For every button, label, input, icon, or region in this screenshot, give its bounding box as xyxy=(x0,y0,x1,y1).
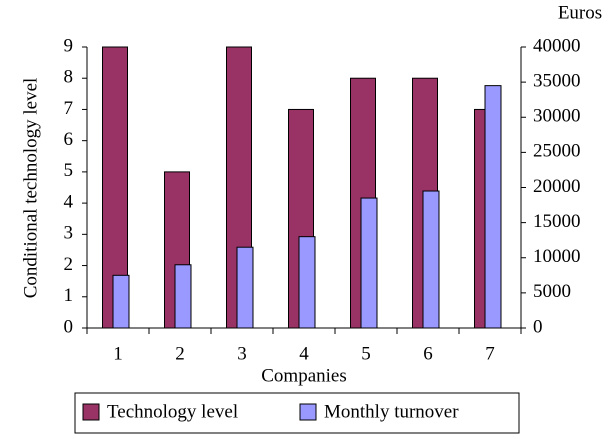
x-tick-label: 3 xyxy=(237,343,247,364)
x-tick-label: 4 xyxy=(299,343,309,364)
y2-tick-label: 30000 xyxy=(533,106,581,127)
y-tick-label: 7 xyxy=(64,98,74,119)
y-tick-label: 4 xyxy=(64,191,74,212)
x-tick-label: 1 xyxy=(113,343,123,364)
bar xyxy=(174,264,192,329)
y2-tick-label: 25000 xyxy=(533,141,581,162)
bar xyxy=(360,197,378,329)
y2-tick-label: 5000 xyxy=(533,281,571,302)
y2-tick-label: 10000 xyxy=(533,246,581,267)
bar xyxy=(298,236,316,329)
bar xyxy=(422,190,440,329)
x-tick-label: 2 xyxy=(175,343,185,364)
x-tick-label: 5 xyxy=(361,343,371,364)
y2-tick-label: 40000 xyxy=(533,35,581,56)
y2-axis-label: Euros xyxy=(558,2,602,23)
x-tick-label: 7 xyxy=(485,343,495,364)
y2-tick-label: 15000 xyxy=(533,211,581,232)
y-tick-label: 0 xyxy=(64,316,74,337)
legend-box xyxy=(74,392,520,434)
y2-tick-label: 20000 xyxy=(533,176,581,197)
bar xyxy=(112,274,130,329)
y-axis-label: Conditional technology level xyxy=(20,78,41,299)
y-tick-label: 1 xyxy=(64,285,74,306)
x-axis-label: Companies xyxy=(261,365,347,386)
legend-label: Monthly turnover xyxy=(324,401,459,422)
y-tick-label: 6 xyxy=(64,129,74,150)
y-tick-label: 2 xyxy=(64,254,74,275)
legend-label: Technology level xyxy=(107,401,238,422)
y-tick-label: 3 xyxy=(64,223,74,244)
y-tick-label: 8 xyxy=(64,67,74,88)
bar xyxy=(236,246,254,329)
y2-tick-label: 0 xyxy=(533,316,543,337)
legend-swatch xyxy=(82,403,100,421)
y-tick-label: 5 xyxy=(64,160,74,181)
legend-swatch xyxy=(299,403,317,421)
y2-tick-label: 35000 xyxy=(533,70,581,91)
x-tick-label: 6 xyxy=(423,343,433,364)
bar xyxy=(484,85,502,329)
y-tick-label: 9 xyxy=(64,35,74,56)
